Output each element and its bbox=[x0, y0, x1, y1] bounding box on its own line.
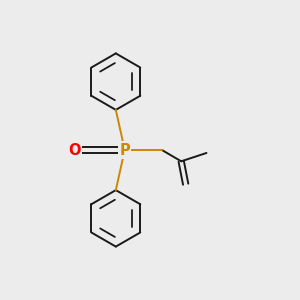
Text: P: P bbox=[119, 142, 130, 158]
Text: O: O bbox=[69, 142, 81, 158]
